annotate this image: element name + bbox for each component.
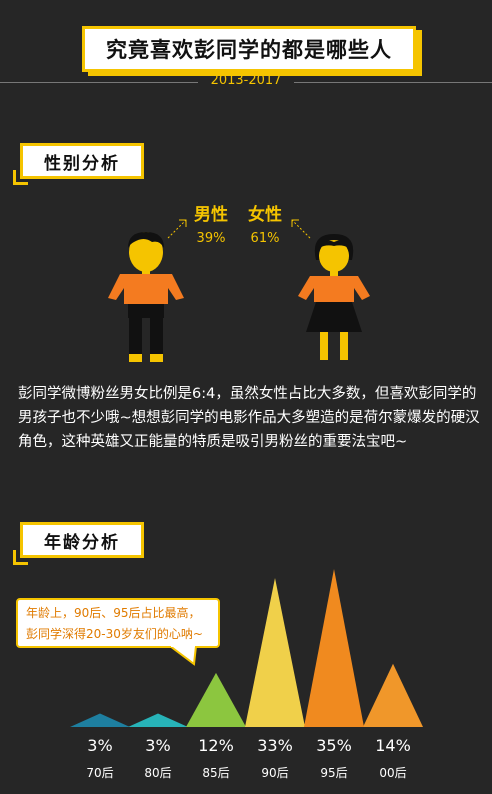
age-category-label: 85后 <box>202 766 230 780</box>
age-tag-label: 年龄分析 <box>44 532 120 553</box>
age-category-label: 80后 <box>144 766 172 780</box>
arrow-female-icon <box>291 219 311 239</box>
age-category-label: 95后 <box>320 766 348 780</box>
age-bar-1 <box>128 713 188 727</box>
title-banner: 究竟喜欢彭同学的都是哪些人 <box>82 26 416 72</box>
age-bar-0 <box>70 713 130 727</box>
gender-description: 彭同学微博粉丝男女比例是6:4，虽然女性占比大多数，但喜欢彭同学的男孩子也不少哦… <box>18 386 480 450</box>
tag-corner-gender <box>13 170 28 185</box>
age-tag: 年龄分析 <box>20 522 144 558</box>
gender-tag: 性别分析 <box>20 143 144 179</box>
age-value-label: 12% <box>198 736 234 755</box>
age-category-label: 90后 <box>261 766 289 780</box>
arrow-male-icon <box>167 219 187 239</box>
female-pct: 61% <box>250 231 280 246</box>
age-note-line1: 年龄上，90后、95后占比最高， <box>26 606 201 620</box>
age-value-label: 35% <box>316 736 352 755</box>
age-category-label: 70后 <box>86 766 114 780</box>
bubble-tail <box>170 646 198 666</box>
male-pct: 39% <box>196 231 226 246</box>
divider-left <box>0 82 198 83</box>
year-bar: 2013-2017 <box>0 72 492 92</box>
age-note-line2: 彭同学深得20-30岁友们的心呐~ <box>26 627 203 641</box>
age-bar-3 <box>245 578 305 727</box>
divider-right <box>294 82 492 83</box>
age-bar-2 <box>186 672 246 727</box>
age-category-label: 00后 <box>379 766 407 780</box>
male-stat: 男性 39% <box>192 200 230 246</box>
female-label: 女性 <box>248 205 282 225</box>
age-bar-5 <box>363 663 423 727</box>
gender-tag-label: 性别分析 <box>44 153 120 174</box>
year-range: 2013-2017 <box>210 73 282 88</box>
age-chart <box>70 569 423 727</box>
age-value-label: 14% <box>375 736 411 755</box>
male-label: 男性 <box>194 205 228 225</box>
age-value-label: 33% <box>257 736 293 755</box>
female-stat: 女性 61% <box>246 200 284 246</box>
age-value-label: 3% <box>87 736 113 755</box>
female-figure-icon <box>298 234 370 360</box>
age-bar-4 <box>304 569 364 727</box>
age-value-label: 3% <box>145 736 171 755</box>
page-title: 究竟喜欢彭同学的都是哪些人 <box>106 38 392 62</box>
age-note-bubble: 年龄上，90后、95后占比最高， 彭同学深得20-30岁友们的心呐~ <box>16 598 220 648</box>
tag-corner-age <box>13 550 28 565</box>
male-figure-icon <box>108 232 184 362</box>
